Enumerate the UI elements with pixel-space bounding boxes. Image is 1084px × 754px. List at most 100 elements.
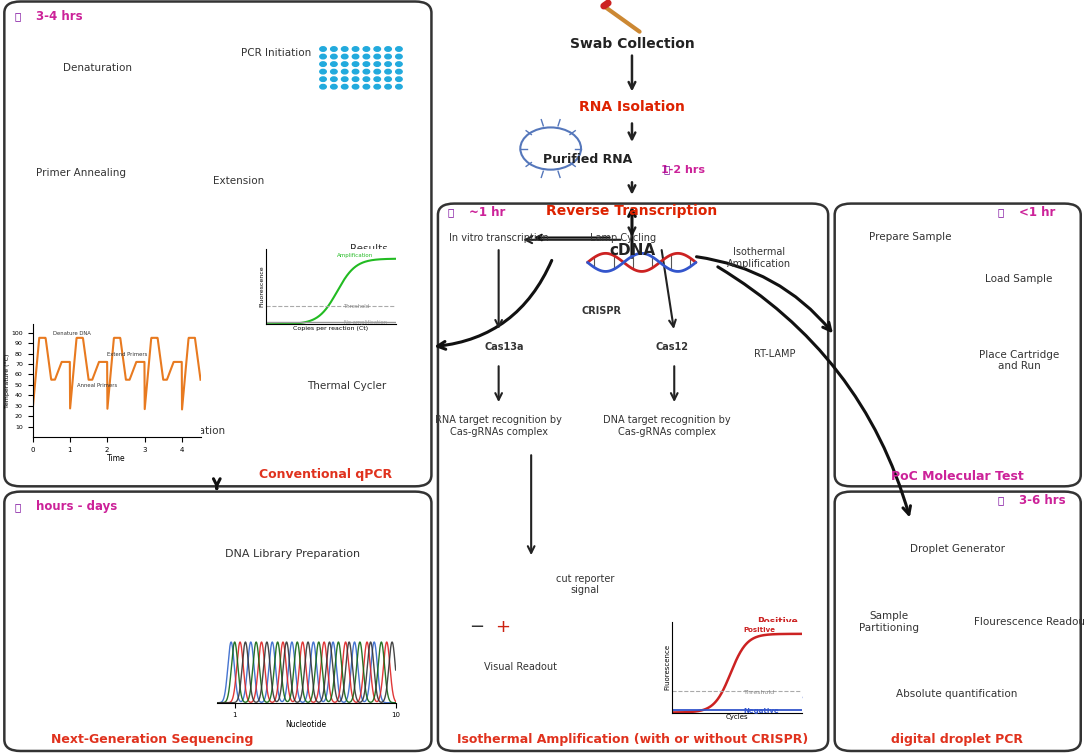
Circle shape: [396, 47, 402, 51]
Text: Amplification: Amplification: [337, 253, 373, 259]
Text: hours - days: hours - days: [36, 500, 117, 513]
Circle shape: [320, 77, 326, 81]
Circle shape: [352, 77, 359, 81]
Text: cDNA: cDNA: [609, 243, 655, 258]
Text: −: −: [469, 618, 485, 636]
Text: PoC Molecular Test: PoC Molecular Test: [891, 470, 1023, 483]
Text: Lamp Cycling: Lamp Cycling: [590, 232, 657, 243]
Circle shape: [396, 77, 402, 81]
Text: Visual Readout: Visual Readout: [483, 662, 557, 673]
Text: Thermal Cycler: Thermal Cycler: [307, 381, 387, 391]
Circle shape: [374, 54, 380, 59]
Text: ⌛: ⌛: [997, 495, 1004, 506]
Text: ⌛: ⌛: [997, 207, 1004, 218]
Circle shape: [396, 54, 402, 59]
Circle shape: [331, 69, 337, 74]
Circle shape: [341, 69, 348, 74]
Circle shape: [374, 62, 380, 66]
Text: ⌛: ⌛: [448, 207, 454, 218]
Text: RNA Isolation: RNA Isolation: [579, 100, 685, 114]
Circle shape: [374, 77, 380, 81]
Text: RT-LAMP: RT-LAMP: [754, 349, 796, 360]
Text: Extension: Extension: [212, 176, 264, 186]
Text: digital droplet PCR: digital droplet PCR: [891, 734, 1023, 746]
Text: Next-Generation Sequencing: Next-Generation Sequencing: [51, 734, 253, 746]
Circle shape: [374, 84, 380, 89]
Text: Anneal Primers: Anneal Primers: [77, 383, 117, 388]
Text: Swab Collection: Swab Collection: [569, 37, 695, 51]
Circle shape: [320, 84, 326, 89]
Circle shape: [331, 77, 337, 81]
Text: Cyclic Amplification: Cyclic Amplification: [121, 426, 225, 437]
Circle shape: [374, 69, 380, 74]
Circle shape: [385, 47, 391, 51]
Circle shape: [352, 62, 359, 66]
Circle shape: [396, 69, 402, 74]
Text: Positive: Positive: [744, 627, 776, 633]
Circle shape: [341, 77, 348, 81]
Text: ⌛: ⌛: [14, 11, 21, 22]
Circle shape: [374, 47, 380, 51]
Circle shape: [352, 84, 359, 89]
Text: +: +: [495, 618, 511, 636]
Text: In vitro transcription: In vitro transcription: [449, 232, 549, 243]
Text: Denature DNA: Denature DNA: [53, 331, 91, 336]
Text: Droplet Generator: Droplet Generator: [909, 544, 1005, 554]
Text: Load Sample: Load Sample: [985, 274, 1053, 284]
Circle shape: [385, 62, 391, 66]
Text: Cas13a: Cas13a: [485, 342, 524, 352]
Circle shape: [341, 54, 348, 59]
Circle shape: [385, 77, 391, 81]
Text: Threshold: Threshold: [757, 651, 798, 660]
FancyBboxPatch shape: [438, 204, 828, 751]
Y-axis label: Fluorescence: Fluorescence: [664, 644, 671, 691]
Circle shape: [385, 84, 391, 89]
Circle shape: [341, 84, 348, 89]
Y-axis label: Fluorescence: Fluorescence: [259, 265, 264, 308]
Text: Reverse Transcription: Reverse Transcription: [546, 204, 718, 218]
FancyBboxPatch shape: [4, 492, 431, 751]
Text: PCR Initiation: PCR Initiation: [242, 48, 311, 58]
Text: RNA target recognition by
Cas-gRNAs complex: RNA target recognition by Cas-gRNAs comp…: [435, 415, 563, 437]
Circle shape: [331, 54, 337, 59]
X-axis label: Time: Time: [107, 455, 126, 464]
Circle shape: [320, 69, 326, 74]
Circle shape: [363, 62, 370, 66]
Circle shape: [341, 47, 348, 51]
Text: Cas12: Cas12: [656, 342, 688, 352]
Text: Negative: Negative: [757, 693, 802, 702]
Text: Threshold: Threshold: [344, 304, 370, 309]
Text: <1 hr: <1 hr: [1019, 206, 1056, 219]
Text: Primer Annealing: Primer Annealing: [36, 168, 127, 179]
Circle shape: [341, 62, 348, 66]
FancyBboxPatch shape: [4, 2, 431, 486]
Circle shape: [352, 69, 359, 74]
X-axis label: Nucleotide: Nucleotide: [286, 720, 326, 729]
Circle shape: [385, 54, 391, 59]
Text: Extend Primers: Extend Primers: [107, 351, 147, 357]
Text: cut reporter
signal: cut reporter signal: [556, 574, 615, 595]
Text: Conventional qPCR: Conventional qPCR: [259, 468, 391, 481]
Circle shape: [385, 69, 391, 74]
Circle shape: [396, 84, 402, 89]
Text: Prepare Sample: Prepare Sample: [869, 231, 952, 242]
Text: DNA Library Preparation: DNA Library Preparation: [225, 549, 360, 559]
Circle shape: [363, 47, 370, 51]
Text: Results: Results: [350, 244, 387, 254]
Text: 3-6 hrs: 3-6 hrs: [1019, 494, 1066, 507]
Text: Sequencing Graph: Sequencing Graph: [241, 654, 345, 665]
X-axis label: Copies per reaction (Ct): Copies per reaction (Ct): [293, 326, 369, 330]
X-axis label: Cycles: Cycles: [726, 714, 748, 720]
Text: Purified RNA: Purified RNA: [543, 153, 632, 167]
Text: ⌛: ⌛: [663, 164, 670, 175]
Circle shape: [396, 62, 402, 66]
Text: Sample
Partitioning: Sample Partitioning: [859, 611, 919, 633]
Text: No amplification: No amplification: [344, 320, 387, 325]
Text: Threshold: Threshold: [744, 690, 775, 694]
Circle shape: [320, 62, 326, 66]
Circle shape: [363, 77, 370, 81]
Text: Isothermal
Amplification: Isothermal Amplification: [726, 247, 791, 268]
Text: Positive: Positive: [757, 618, 798, 627]
Circle shape: [352, 47, 359, 51]
Circle shape: [320, 47, 326, 51]
